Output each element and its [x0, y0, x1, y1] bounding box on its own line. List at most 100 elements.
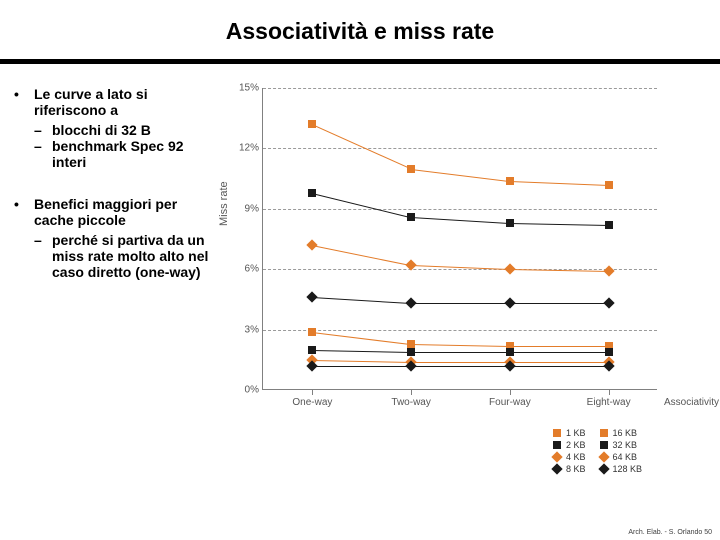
data-marker	[506, 219, 514, 227]
legend-label: 1 KB	[566, 428, 586, 438]
y-axis-label: Miss rate	[218, 181, 230, 226]
legend-label: 16 KB	[613, 428, 638, 438]
gridline	[263, 88, 657, 89]
legend-label: 128 KB	[613, 464, 643, 474]
bullet-1-sub-2: – benchmark Spec 92 interi	[34, 138, 216, 170]
legend-label: 32 KB	[613, 440, 638, 450]
legend-item: 16 KB	[600, 428, 643, 438]
data-marker	[506, 348, 514, 356]
miss-rate-chart: Miss rate 0%3%6%9%12%15%One-wayTwo-wayFo…	[224, 86, 706, 280]
legend-swatch	[598, 451, 609, 462]
data-marker	[407, 213, 415, 221]
x-tick-mark	[510, 389, 511, 395]
data-marker	[307, 292, 318, 303]
series-segment	[411, 344, 510, 347]
series-segment	[510, 181, 609, 186]
data-marker	[504, 264, 515, 275]
dash-icon: –	[34, 232, 52, 280]
data-marker	[605, 348, 613, 356]
series-segment	[312, 350, 411, 353]
legend-item: 32 KB	[600, 440, 643, 450]
slide-footer: Arch. Elab. - S. Orlando 50	[628, 529, 712, 536]
bullet-2-sub-1: – perché si partiva da un miss rate molt…	[34, 232, 216, 280]
data-marker	[308, 120, 316, 128]
content-area: • Le curve a lato si riferiscono a – blo…	[0, 64, 720, 280]
legend: 1 KB 16 KB 2 KB 32 KB 4 KB 64 KB 8 KB 128 KB	[553, 428, 642, 474]
bullet-icon: •	[14, 86, 34, 118]
bullet-1-sub-1: – blocchi di 32 B	[34, 122, 216, 138]
data-marker	[308, 346, 316, 354]
bullet-2-subs: – perché si partiva da un miss rate molt…	[14, 232, 216, 280]
plot-area: 0%3%6%9%12%15%One-wayTwo-wayFour-wayEigh…	[262, 88, 657, 390]
series-segment	[312, 193, 411, 218]
x-tick-label: Eight-way	[587, 397, 631, 408]
legend-item: 8 KB	[553, 464, 586, 474]
series-segment	[411, 303, 510, 304]
bullet-1-subs: – blocchi di 32 B – benchmark Spec 92 in…	[14, 122, 216, 170]
series-segment	[510, 362, 609, 363]
legend-item: 1 KB	[553, 428, 586, 438]
series-segment	[510, 303, 609, 304]
legend-item: 2 KB	[553, 440, 586, 450]
series-segment	[510, 223, 609, 226]
data-marker	[307, 239, 318, 250]
y-tick-label: 3%	[245, 324, 263, 335]
legend-label: 4 KB	[566, 452, 586, 462]
legend-swatch	[551, 451, 562, 462]
data-marker	[603, 266, 614, 277]
dash-icon: –	[34, 138, 52, 170]
x-tick-label: One-way	[292, 397, 332, 408]
bullet-2: • Benefici maggiori per cache piccole	[14, 196, 216, 228]
x-tick-mark	[312, 389, 313, 395]
series-segment	[312, 366, 411, 367]
data-marker	[504, 298, 515, 309]
bullet-icon: •	[14, 196, 34, 228]
data-marker	[605, 221, 613, 229]
x-tick-mark	[609, 389, 610, 395]
data-marker	[407, 348, 415, 356]
data-marker	[407, 165, 415, 173]
data-marker	[506, 177, 514, 185]
legend-item: 4 KB	[553, 452, 586, 462]
series-segment	[411, 169, 510, 182]
gridline	[263, 330, 657, 331]
bullet-1-sub-2-text: benchmark Spec 92 interi	[52, 138, 216, 170]
x-tick-mark	[411, 389, 412, 395]
series-segment	[411, 352, 510, 353]
y-tick-label: 0%	[245, 385, 263, 396]
series-segment	[312, 124, 411, 169]
series-segment	[411, 362, 510, 363]
text-column: • Le curve a lato si riferiscono a – blo…	[14, 86, 224, 280]
bullet-1: • Le curve a lato si riferiscono a	[14, 86, 216, 118]
slide-title: Associatività e miss rate	[0, 0, 720, 59]
series-segment	[411, 217, 510, 224]
legend-label: 64 KB	[613, 452, 638, 462]
legend-swatch	[598, 463, 609, 474]
legend-swatch	[553, 441, 561, 449]
bullet-1-sub-1-text: blocchi di 32 B	[52, 122, 151, 138]
bullet-2-text: Benefici maggiori per cache piccole	[34, 196, 216, 228]
legend-swatch	[600, 429, 608, 437]
y-tick-label: 15%	[239, 83, 263, 94]
series-segment	[510, 352, 609, 353]
series-segment	[411, 366, 510, 367]
legend-swatch	[600, 441, 608, 449]
data-marker	[308, 328, 316, 336]
series-segment	[312, 245, 411, 266]
series-segment	[510, 346, 609, 347]
data-marker	[405, 298, 416, 309]
data-marker	[603, 298, 614, 309]
dash-icon: –	[34, 122, 52, 138]
legend-item: 128 KB	[600, 464, 643, 474]
legend-label: 8 KB	[566, 464, 586, 474]
y-tick-label: 12%	[239, 143, 263, 154]
data-marker	[407, 340, 415, 348]
x-tick-label: Two-way	[391, 397, 430, 408]
legend-swatch	[553, 429, 561, 437]
x-axis-label: Associativity	[664, 397, 719, 408]
series-segment	[312, 332, 411, 345]
legend-item: 64 KB	[600, 452, 643, 462]
series-segment	[312, 360, 411, 363]
legend-label: 2 KB	[566, 440, 586, 450]
data-marker	[308, 189, 316, 197]
